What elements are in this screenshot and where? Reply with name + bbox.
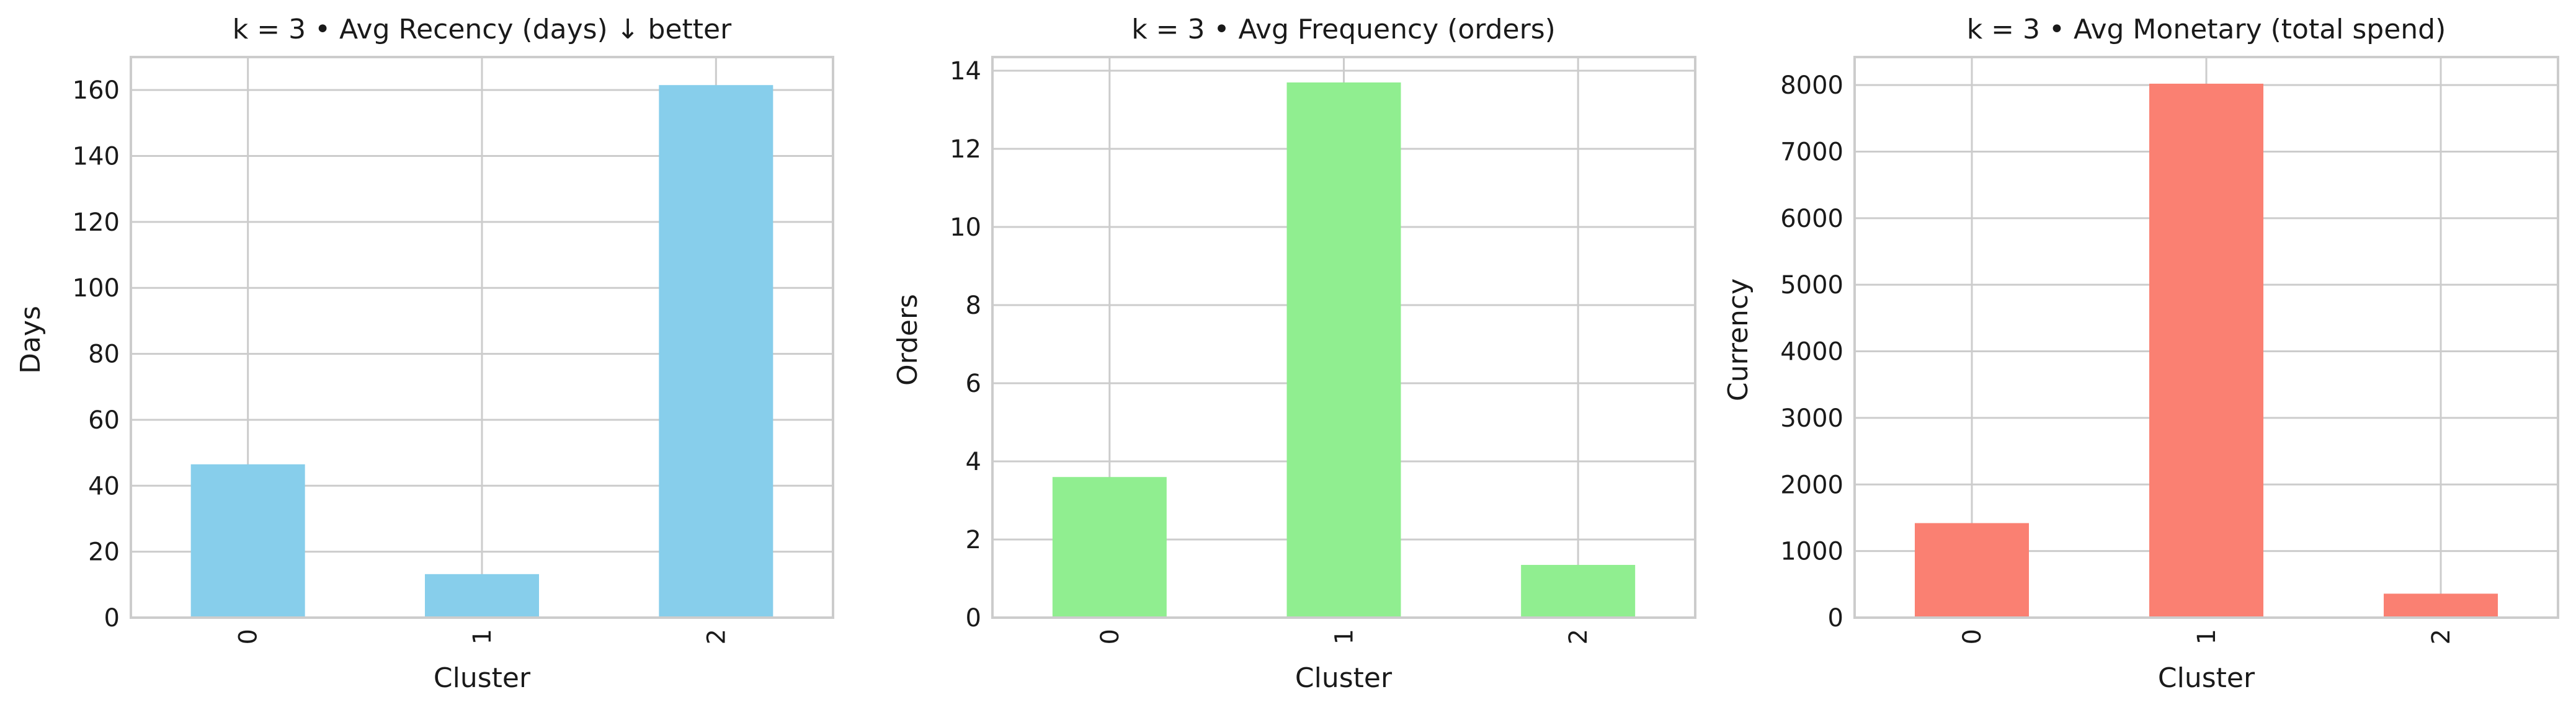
- plot-frame: [991, 56, 1696, 619]
- x-tick-labels: 0 1 2: [234, 629, 731, 644]
- bar-cluster-2: [659, 85, 773, 618]
- y-axis-label: Days: [15, 306, 47, 374]
- x-axis-label: Cluster: [2158, 662, 2255, 694]
- plot-frame: [130, 56, 834, 619]
- bar-cluster-2: [2384, 593, 2498, 618]
- x-tick-labels: 0 1 2: [1958, 629, 2456, 644]
- y-tick-labels: 0 20 40 60 80 100 120 140 160: [73, 76, 120, 633]
- y-tick-label: 4: [966, 448, 981, 476]
- y-tick-label: 0: [1828, 604, 1843, 633]
- x-tick-label: 0: [234, 629, 263, 644]
- y-axis-label: Currency: [1723, 278, 1754, 401]
- x-tick-label: 0: [1958, 629, 1987, 644]
- y-tick-label: 3000: [1780, 404, 1843, 433]
- y-tick-label: 80: [88, 340, 120, 369]
- x-tick-label: 2: [2427, 629, 2456, 644]
- y-tick-label: 8000: [1780, 71, 1843, 100]
- y-tick-labels: 0 2 4 6 8 10 12 14: [950, 57, 981, 633]
- chart-title: k = 3 • Avg Monetary (total spend): [1967, 14, 2446, 45]
- x-axis-label: Cluster: [1295, 662, 1393, 694]
- y-tick-label: 7000: [1780, 138, 1843, 166]
- y-tick-label: 12: [950, 135, 981, 164]
- chart-title: k = 3 • Avg Recency (days) ↓ better: [233, 14, 732, 45]
- x-tick-labels: 0 1 2: [1096, 629, 1593, 644]
- y-axis-label: Orders: [892, 294, 924, 386]
- bar-cluster-2: [1521, 564, 1636, 618]
- chart-title: k = 3 • Avg Frequency (orders): [1131, 14, 1556, 45]
- x-axis-label: Cluster: [434, 662, 531, 694]
- recency-chart-panel: k = 3 • Avg Recency (days) ↓ better Clus…: [15, 14, 834, 694]
- y-tick-label: 40: [88, 472, 120, 500]
- y-tick-label: 6000: [1780, 205, 1843, 233]
- y-tick-label: 140: [73, 143, 120, 171]
- monetary-chart-panel: k = 3 • Avg Monetary (total spend) Clust…: [1723, 14, 2559, 694]
- bar-cluster-1: [425, 574, 539, 618]
- y-tick-labels: 0 1000 2000 3000 4000 5000 6000 7000 8000: [1780, 71, 1843, 633]
- y-tick-label: 0: [966, 604, 981, 633]
- bar-cluster-0: [1915, 523, 2029, 618]
- plot-frame: [1853, 56, 2559, 619]
- y-tick-label: 10: [950, 213, 981, 242]
- bar-cluster-0: [1052, 477, 1167, 618]
- bar-cluster-0: [190, 464, 305, 618]
- bar-cluster-1: [1286, 82, 1401, 618]
- bars: [1052, 82, 1636, 618]
- y-tick-label: 60: [88, 406, 120, 435]
- x-tick-label: 2: [1564, 629, 1593, 644]
- y-tick-label: 100: [73, 274, 120, 303]
- y-tick-label: 20: [88, 538, 120, 567]
- x-tick-label: 2: [702, 629, 731, 644]
- y-tick-label: 0: [104, 604, 120, 633]
- y-tick-label: 2000: [1780, 471, 1843, 499]
- x-tick-label: 1: [468, 629, 497, 644]
- y-tick-label: 120: [73, 208, 120, 237]
- frequency-chart-panel: k = 3 • Avg Frequency (orders) Cluster O…: [892, 14, 1696, 694]
- y-tick-label: 8: [966, 291, 981, 320]
- x-tick-label: 1: [2193, 629, 2221, 644]
- bar-cluster-1: [2149, 83, 2263, 618]
- y-tick-label: 4000: [1780, 338, 1843, 366]
- y-tick-label: 160: [73, 76, 120, 105]
- y-tick-label: 5000: [1780, 271, 1843, 300]
- bars: [190, 85, 773, 618]
- y-tick-label: 2: [966, 526, 981, 554]
- bars: [1915, 83, 2498, 618]
- y-tick-label: 6: [966, 370, 981, 398]
- x-tick-label: 0: [1096, 629, 1125, 644]
- x-tick-label: 1: [1330, 629, 1359, 644]
- y-tick-label: 1000: [1780, 538, 1843, 566]
- y-tick-label: 14: [950, 57, 981, 86]
